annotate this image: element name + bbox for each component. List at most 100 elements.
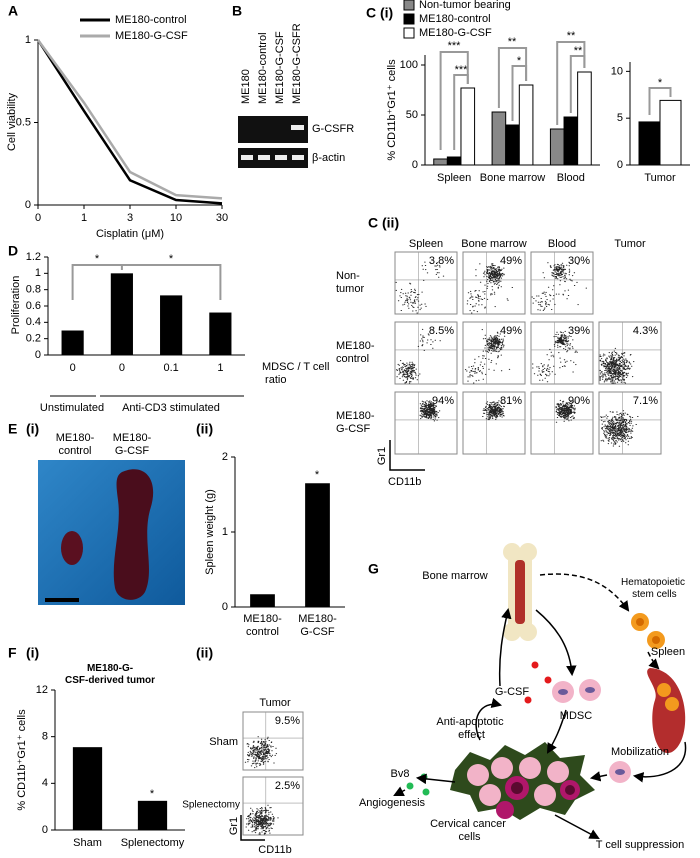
panel-label: (ii) xyxy=(196,421,213,437)
axis-arrow xyxy=(389,440,425,471)
flow-percent: 3.8% xyxy=(429,255,454,267)
flow-percent: 94% xyxy=(432,395,454,407)
row-label: Non-tumor xyxy=(336,270,364,295)
diagram-label: Bv8 xyxy=(391,768,410,780)
legend-swatch xyxy=(403,27,415,39)
x-tick-label: 0.1 xyxy=(163,362,178,374)
significance: ** xyxy=(574,45,583,57)
bracket xyxy=(121,264,222,300)
x-tick-label: 0 xyxy=(119,362,125,374)
row-label: Sham xyxy=(209,736,238,748)
panel-label: F xyxy=(8,645,17,661)
flow-dots xyxy=(244,736,278,769)
y-axis-label: % CD11b⁺Gr1⁺ cells xyxy=(16,709,28,811)
panel-label: D xyxy=(8,243,18,259)
flow-plot xyxy=(530,251,594,315)
y-tick-label: 0 xyxy=(222,601,228,613)
flow-percent: 2.5% xyxy=(275,780,300,792)
diagram-label: T cell suppression xyxy=(596,839,684,851)
x-tick-label: 10 xyxy=(170,212,182,224)
y-axis-label: Proliferation xyxy=(10,276,22,335)
y-tick-label: 10 xyxy=(611,65,623,77)
diagram-label: Anti-apoptotic effect xyxy=(436,716,504,741)
x-tick-label: Spleen xyxy=(437,172,471,184)
flow-dots xyxy=(395,261,445,314)
x-axis-label: Cisplatin (μM) xyxy=(96,228,164,240)
y-tick-label: 0 xyxy=(25,199,31,211)
y-tick-label: 1.2 xyxy=(26,251,41,263)
photo-label: ME180-G-CSF xyxy=(113,432,152,457)
flow-percent: 9.5% xyxy=(275,715,300,727)
significance: ** xyxy=(508,36,517,48)
flow-percent: 7.1% xyxy=(633,395,658,407)
column-header: Blood xyxy=(548,238,576,250)
flow-percent: 8.5% xyxy=(429,325,454,337)
panel-label: (i) xyxy=(26,421,39,437)
legend-label: ME180-G-CSF xyxy=(419,27,492,39)
bar xyxy=(61,330,84,355)
x-tick-label: 0 xyxy=(70,362,76,374)
x-tick-label: Sham xyxy=(73,837,102,849)
bracket xyxy=(648,87,672,115)
y-tick-label: 0 xyxy=(42,824,48,836)
legend-swatch xyxy=(403,13,415,25)
panel-label: C (ii) xyxy=(368,215,399,231)
y-tick-label: 1 xyxy=(25,34,31,46)
flow-dots xyxy=(482,400,505,421)
x-tick-label: Splenectomy xyxy=(121,837,185,849)
panel-label: C (i) xyxy=(366,5,393,21)
line xyxy=(36,39,223,205)
y-tick-label: 0.4 xyxy=(26,316,41,328)
photo-label: ME180-control xyxy=(56,432,95,457)
significance: *** xyxy=(448,40,462,52)
bar xyxy=(72,747,103,830)
flow-percent: 90% xyxy=(568,395,590,407)
y-tick-label: 2 xyxy=(222,451,228,463)
y-tick-label: 12 xyxy=(36,684,48,696)
significance: ** xyxy=(567,30,576,42)
panel-label: G xyxy=(368,561,379,577)
diagram-label: Mobilization xyxy=(611,746,669,758)
row-label: ME180-G-CSF xyxy=(336,410,375,435)
legend-swatch xyxy=(403,0,415,11)
flow-plot xyxy=(394,391,458,455)
lane-label: ME180 xyxy=(240,69,252,104)
flow-dots xyxy=(466,263,513,314)
x-tick-label: 30 xyxy=(216,212,228,224)
y-tick-label: 5 xyxy=(617,112,623,124)
photo xyxy=(38,460,185,605)
x-tick-label: Bone marrow xyxy=(480,172,545,184)
bar xyxy=(518,84,534,166)
axis-label: CD11b xyxy=(388,476,421,488)
bar xyxy=(549,128,565,166)
y-tick-label: 0 xyxy=(35,349,41,361)
diagram-label: Bone marrow xyxy=(422,570,487,582)
axis-label: Gr1 xyxy=(228,817,240,835)
flow-dots xyxy=(600,410,639,447)
x-tick-label: Tumor xyxy=(644,172,676,184)
flow-plot xyxy=(394,321,458,385)
y-axis-label: Spleen weight (g) xyxy=(204,489,216,575)
bar xyxy=(460,87,476,166)
bracket xyxy=(511,65,528,121)
x-tick-label: 3 xyxy=(127,212,133,224)
column-header: Spleen xyxy=(409,238,443,250)
bar xyxy=(137,800,168,830)
legend-label: ME180-control xyxy=(419,13,491,25)
legend-label: ME180-G-CSF xyxy=(115,30,188,42)
x-tick-label: ME180-G-CSF xyxy=(298,613,337,638)
gel xyxy=(238,116,308,168)
x-tick-label: ME180-control xyxy=(243,613,282,638)
y-tick-label: 100 xyxy=(400,59,418,71)
flow-plot xyxy=(242,711,304,771)
panel-label: A xyxy=(8,3,18,19)
x-axis-label: MDSC / T cell ratio xyxy=(262,361,329,386)
flow-dots xyxy=(599,347,635,384)
diagram-label: G-CSF xyxy=(495,686,530,698)
x-tick-label: 1 xyxy=(217,362,223,374)
flow-dots xyxy=(419,399,441,422)
bracket xyxy=(71,264,123,300)
y-tick-label: 0.2 xyxy=(26,333,41,345)
y-tick-label: 0 xyxy=(412,159,418,171)
